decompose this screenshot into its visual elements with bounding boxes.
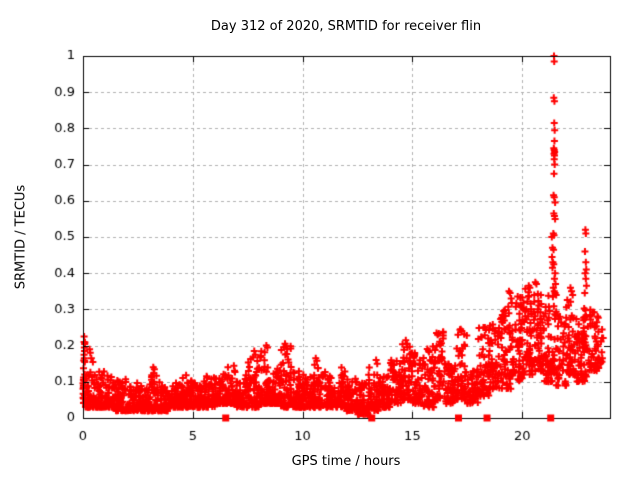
y-axis-title: SRMTID / TECUs (13, 184, 29, 290)
x-axis-title: GPS time / hours (291, 454, 401, 469)
chart-title: Day 312 of 2020, SRMTID for receiver fli… (210, 19, 482, 34)
